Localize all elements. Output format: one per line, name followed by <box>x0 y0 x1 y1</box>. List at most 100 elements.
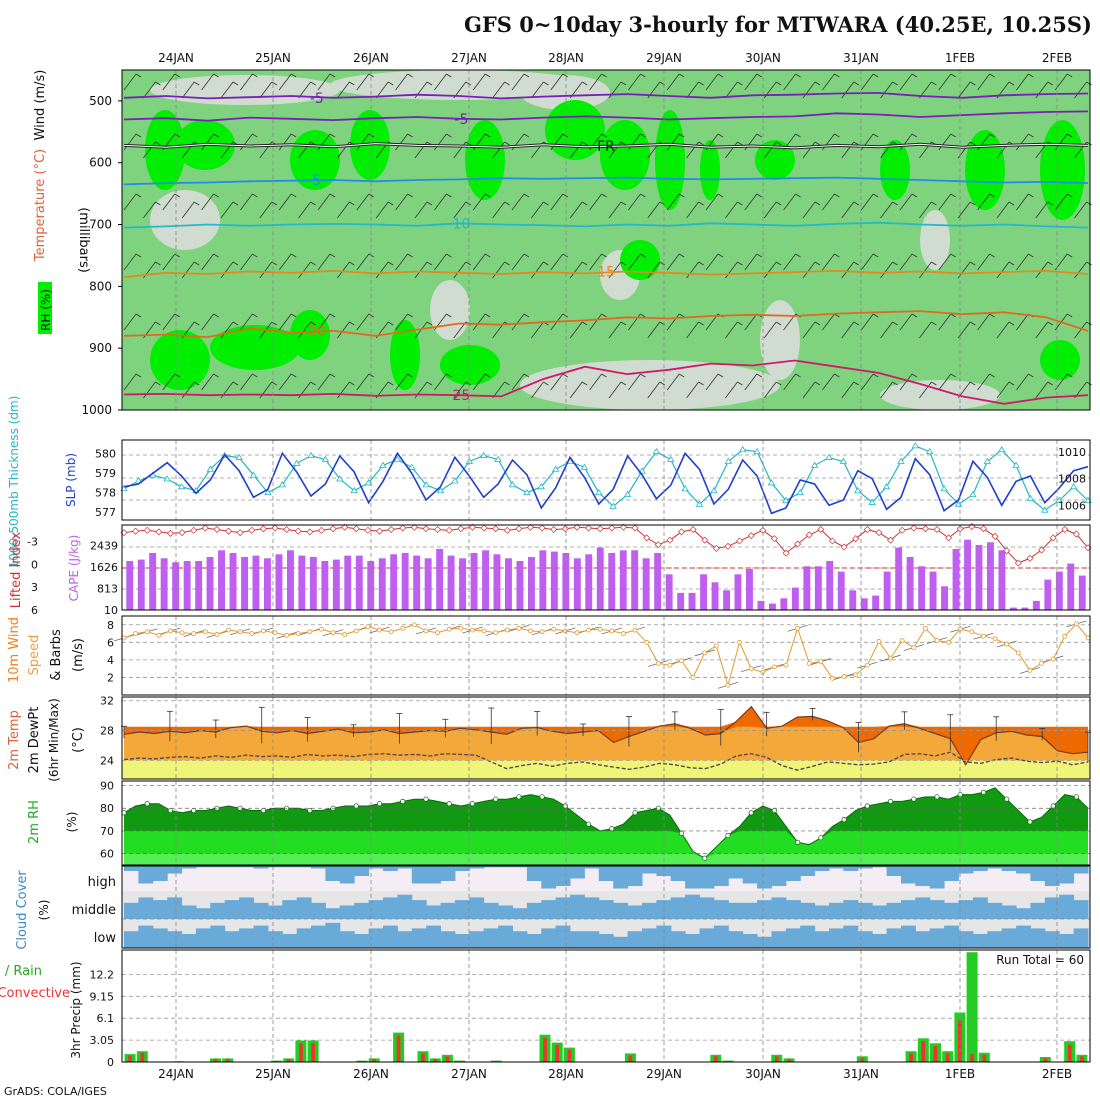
wind-barb <box>395 373 408 391</box>
wind-barb-flag <box>155 321 161 326</box>
thickness-marker <box>810 461 819 468</box>
wind-barb-flag <box>232 201 239 206</box>
cape-bar <box>906 557 914 610</box>
lifted-index-marker <box>852 535 860 543</box>
lifted-index-marker <box>887 536 895 544</box>
cloud-high-bar <box>915 866 931 886</box>
wind-barb <box>763 141 777 159</box>
wind-barb-flag <box>329 313 336 318</box>
wind-barb <box>666 73 680 91</box>
precip-tick: 12.2 <box>90 968 115 981</box>
wind-barb <box>647 321 661 339</box>
rh-dry-region <box>880 380 1000 410</box>
cloud-high-bar <box>800 866 816 876</box>
rh-moist-region <box>620 240 660 280</box>
wind-barb-flag <box>640 133 646 138</box>
wind10m-marker <box>609 628 615 634</box>
wind10m-marker <box>725 682 731 688</box>
cloud-high-bar <box>383 866 398 871</box>
wind-barb <box>162 313 176 331</box>
cloud-high-bar <box>713 866 729 886</box>
lifted-index-marker <box>352 525 360 533</box>
wind-barb <box>356 193 370 211</box>
wind-barb-flag <box>950 313 957 318</box>
cloud-low-bar <box>181 934 197 948</box>
date-tick-top: 24JAN <box>158 51 194 65</box>
cloud-middle-bar <box>512 908 528 919</box>
wind10m-marker <box>1073 621 1079 627</box>
cape-bar <box>895 547 903 610</box>
rh-moist-region <box>880 140 910 200</box>
wind-barb <box>298 81 311 99</box>
wind10m-marker <box>911 645 917 650</box>
wind-barb-flag <box>135 313 142 318</box>
thickness-marker <box>321 455 330 462</box>
cloud-low-bar <box>872 934 888 948</box>
slp-line <box>123 451 1089 515</box>
pressure-tick: 900 <box>89 341 112 355</box>
wind-barb <box>356 73 370 91</box>
cloud-high-bar <box>814 866 830 871</box>
thickness-line <box>123 445 1089 511</box>
wind-barb-flag <box>717 73 724 78</box>
cape-bar <box>1044 579 1052 610</box>
wind-barb-flag <box>290 373 297 378</box>
wind-barb-flag <box>950 373 957 378</box>
wind-barb <box>744 193 758 211</box>
cape-bar <box>631 550 639 610</box>
wind-barb <box>783 193 796 211</box>
wind-barb <box>880 321 893 339</box>
cloud-middle-bar <box>339 905 355 919</box>
cape-bar <box>734 574 742 610</box>
wind-barb <box>957 81 971 99</box>
slp-axis-label: SLP (mb) <box>64 453 78 507</box>
thickness-marker <box>667 455 675 462</box>
wind-barb <box>356 313 370 331</box>
wind-barb-flag <box>698 321 704 326</box>
wind10m-marker <box>934 638 940 643</box>
wind-barb <box>123 313 137 331</box>
wind-barb <box>841 381 855 399</box>
cloud-high-bar <box>512 866 528 868</box>
wind10m-marker <box>644 639 650 645</box>
wind10m-marker <box>806 661 812 666</box>
lifted-index-marker <box>689 526 697 534</box>
wind-barb-flag <box>407 373 413 378</box>
wind-barb-flag <box>911 133 918 138</box>
wind-barb <box>123 193 137 211</box>
wind-barb-flag <box>1047 321 1054 326</box>
temp-label-1: 2m Temp <box>7 710 22 770</box>
rh2m-tick: 60 <box>100 848 114 861</box>
cloud-middle-bar <box>440 902 456 919</box>
wind-barb-flag <box>756 73 763 78</box>
precip-convective-bar <box>421 1053 425 1062</box>
thickness-marker <box>753 447 761 455</box>
wind-barb-flag <box>155 141 161 146</box>
cloud-low-bar <box>829 928 844 948</box>
thickness-marker <box>1055 496 1063 503</box>
precip-convective-bar <box>140 1052 145 1062</box>
wind-barb-flag <box>446 313 452 318</box>
cloud-high-bar <box>282 866 298 868</box>
cloud-middle-bar <box>613 902 629 919</box>
cloud-low-bar <box>958 931 974 948</box>
cloud-low-bar <box>929 928 945 948</box>
thickness-marker <box>710 486 718 494</box>
precip-convective-bar <box>921 1041 926 1062</box>
wind-barb <box>628 193 641 211</box>
wind-barb <box>880 201 893 219</box>
cape-bar <box>332 559 340 610</box>
lifted-index-marker <box>1038 546 1046 554</box>
rh2m-marker <box>818 835 824 841</box>
cloud-low-bar <box>383 925 398 948</box>
thickness-marker <box>235 453 243 460</box>
cloud-low-bar <box>685 934 700 948</box>
cloud-middle-bar <box>526 902 542 919</box>
wind-barb <box>472 193 486 211</box>
lifted-index-marker <box>921 525 929 533</box>
thickness-marker <box>307 451 315 459</box>
wind-barb <box>996 201 1010 219</box>
wind-barb-flag <box>989 373 995 378</box>
wind-barb-flag <box>1047 381 1054 386</box>
cloud-low-bar <box>296 928 312 948</box>
